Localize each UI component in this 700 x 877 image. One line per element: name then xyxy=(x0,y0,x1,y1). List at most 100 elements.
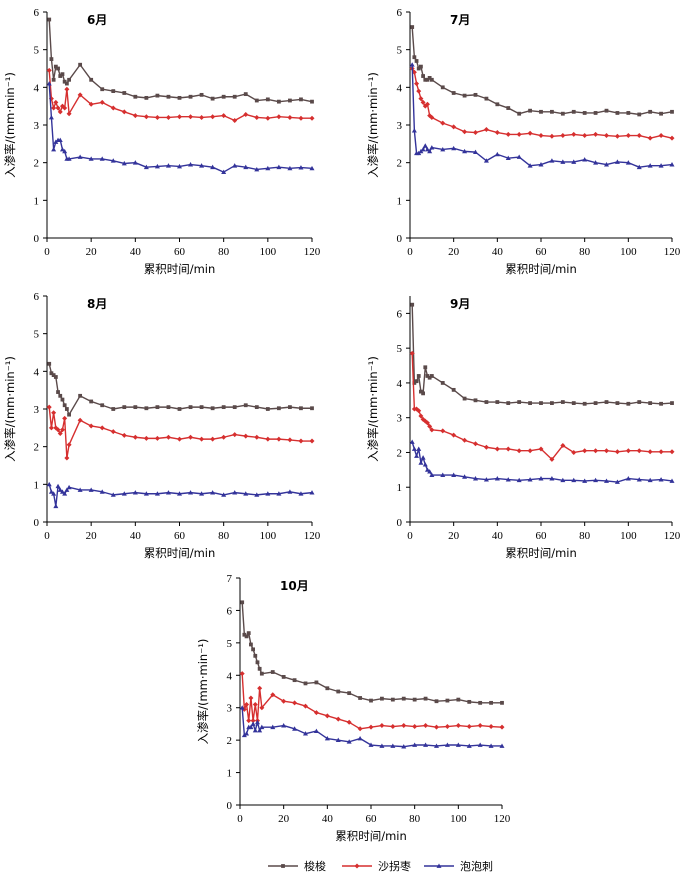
data-point xyxy=(626,401,631,406)
x-tick-label: 20 xyxy=(448,530,460,542)
y-tick-label: 3 xyxy=(34,404,40,416)
data-point xyxy=(57,487,63,492)
x-tick-label: 80 xyxy=(579,530,591,542)
data-point xyxy=(265,491,271,496)
data-point xyxy=(121,160,127,166)
data-point xyxy=(250,721,256,726)
data-point xyxy=(488,724,494,730)
data-point xyxy=(121,432,127,438)
data-point xyxy=(451,145,457,151)
data-point xyxy=(416,374,421,378)
data-point xyxy=(528,108,532,113)
y-tick-label: 1 xyxy=(34,195,40,207)
x-tick-label: 40 xyxy=(130,246,142,258)
legend-label: 梭梭 xyxy=(304,859,326,873)
data-point xyxy=(528,401,532,405)
data-point xyxy=(420,99,426,105)
data-point xyxy=(593,131,599,137)
data-point xyxy=(55,105,61,111)
data-point xyxy=(53,99,59,105)
legend-marker xyxy=(281,864,285,868)
data-point xyxy=(538,162,544,167)
data-point xyxy=(477,742,483,747)
y-axis-title: 入渗率/(mm·min⁻¹) xyxy=(3,72,17,178)
data-point xyxy=(56,66,60,71)
data-point xyxy=(188,405,193,410)
data-point xyxy=(659,111,663,116)
series-沙拐枣 xyxy=(46,404,315,461)
series-梭梭 xyxy=(240,600,504,705)
data-point xyxy=(298,165,304,170)
x-tick-label: 40 xyxy=(492,530,504,542)
data-point xyxy=(210,436,216,442)
data-point xyxy=(550,109,554,114)
data-point xyxy=(614,133,620,139)
data-point xyxy=(401,696,406,701)
data-point xyxy=(414,453,420,458)
legend-item: 沙拐枣 xyxy=(342,859,411,873)
data-point xyxy=(560,111,565,116)
data-point xyxy=(516,154,522,159)
y-tick-label: 5 xyxy=(34,45,40,57)
data-point xyxy=(669,449,675,455)
data-point xyxy=(100,87,105,92)
data-point xyxy=(421,391,425,396)
x-tick-label: 40 xyxy=(492,246,504,258)
data-point xyxy=(110,429,116,435)
data-point xyxy=(549,158,555,163)
data-point xyxy=(221,113,227,119)
data-point xyxy=(538,476,544,481)
data-point xyxy=(199,405,204,410)
legend-marker xyxy=(436,863,442,868)
data-point xyxy=(423,742,429,747)
data-point xyxy=(59,427,65,433)
data-point xyxy=(154,114,160,120)
data-point xyxy=(440,146,446,152)
series-line xyxy=(241,602,502,704)
data-point xyxy=(614,159,620,164)
data-point xyxy=(604,133,609,139)
data-point xyxy=(143,164,149,170)
data-point xyxy=(60,397,65,402)
data-point xyxy=(288,405,292,410)
data-point xyxy=(221,405,226,410)
data-point xyxy=(259,705,265,711)
y-tick-label: 4 xyxy=(227,670,233,682)
data-point xyxy=(412,55,417,60)
data-point xyxy=(412,381,417,385)
data-point xyxy=(451,472,457,477)
data-point xyxy=(53,503,59,509)
data-point xyxy=(78,393,83,398)
series-line xyxy=(411,68,673,139)
data-point xyxy=(254,166,260,172)
data-point xyxy=(132,113,138,119)
data-point xyxy=(659,401,663,406)
data-point xyxy=(527,477,533,482)
data-point xyxy=(221,434,227,440)
data-point xyxy=(467,699,472,704)
data-point xyxy=(423,365,428,370)
data-point xyxy=(246,631,251,636)
data-point xyxy=(560,443,566,449)
data-point xyxy=(313,728,319,733)
data-point xyxy=(380,696,384,701)
data-point xyxy=(440,381,445,385)
data-point xyxy=(424,146,430,152)
data-point xyxy=(416,88,422,94)
x-axis-title: 累积时间/min xyxy=(335,829,407,843)
data-point xyxy=(495,102,500,107)
data-point xyxy=(429,427,435,433)
data-point xyxy=(429,114,435,120)
y-tick-label: 0 xyxy=(397,233,403,245)
legend-label: 沙拐枣 xyxy=(378,859,411,873)
data-point xyxy=(313,710,319,716)
data-point xyxy=(414,59,419,63)
data-point xyxy=(411,446,417,451)
x-axis-title: 累积时间/min xyxy=(144,262,216,276)
data-point xyxy=(416,66,421,71)
data-point xyxy=(165,490,171,495)
data-point xyxy=(155,405,160,410)
data-point xyxy=(88,487,94,492)
data-point xyxy=(232,432,238,438)
